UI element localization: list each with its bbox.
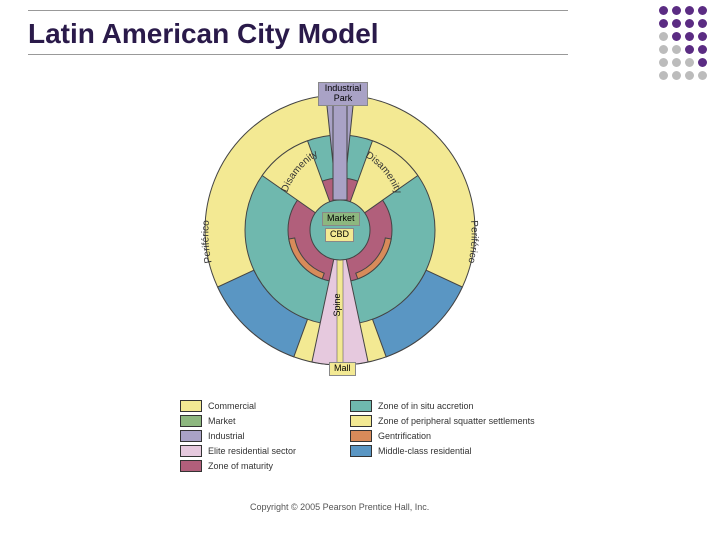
legend-item: Zone of in situ accretion bbox=[350, 400, 540, 412]
page-title: Latin American City Model bbox=[28, 18, 379, 50]
decor-dot bbox=[659, 32, 668, 41]
decor-dot bbox=[685, 45, 694, 54]
decor-dot bbox=[698, 19, 707, 28]
decor-dot bbox=[672, 45, 681, 54]
decor-dot bbox=[672, 6, 681, 15]
decor-dot bbox=[698, 45, 707, 54]
decor-dot bbox=[685, 19, 694, 28]
legend-item: Elite residential sector bbox=[180, 445, 350, 457]
decor-dot bbox=[685, 71, 694, 80]
mall-label: Mall bbox=[329, 362, 356, 376]
legend-item: Zone of peripheral squatter settlements bbox=[350, 415, 540, 427]
decor-dot bbox=[685, 32, 694, 41]
legend-item: Zone of maturity bbox=[180, 460, 350, 472]
legend-item: Gentrification bbox=[350, 430, 540, 442]
decor-dot bbox=[659, 58, 668, 67]
decor-dot bbox=[698, 58, 707, 67]
decor-dot bbox=[672, 19, 681, 28]
decor-dot bbox=[685, 6, 694, 15]
decor-dot bbox=[698, 6, 707, 15]
decor-dot bbox=[698, 71, 707, 80]
decor-dot bbox=[685, 58, 694, 67]
cbd-label: CBD bbox=[325, 228, 354, 242]
legend-item: Market bbox=[180, 415, 350, 427]
decor-dot bbox=[659, 45, 668, 54]
legend: CommercialZone of in situ accretionMarke… bbox=[180, 400, 540, 472]
decor-dot bbox=[672, 58, 681, 67]
decor-dot bbox=[659, 6, 668, 15]
spine-label: Spine bbox=[332, 293, 342, 316]
copyright-text: Copyright © 2005 Pearson Prentice Hall, … bbox=[250, 502, 429, 512]
decor-dot bbox=[672, 71, 681, 80]
decor-dot bbox=[659, 71, 668, 80]
decor-dots bbox=[659, 6, 708, 81]
legend-item: Middle-class residential bbox=[350, 445, 540, 457]
decor-dot bbox=[698, 32, 707, 41]
decor-dot bbox=[672, 32, 681, 41]
market-label: Market bbox=[322, 212, 360, 226]
legend-item: Commercial bbox=[180, 400, 350, 412]
decor-dot bbox=[659, 19, 668, 28]
industrial-park-label: IndustrialPark bbox=[318, 82, 368, 106]
city-model-diagram: Periférico Periférico Disamenity Disamen… bbox=[170, 80, 510, 400]
rule-top bbox=[28, 10, 568, 11]
legend-item: Industrial bbox=[180, 430, 350, 442]
rule-bottom bbox=[28, 54, 568, 55]
